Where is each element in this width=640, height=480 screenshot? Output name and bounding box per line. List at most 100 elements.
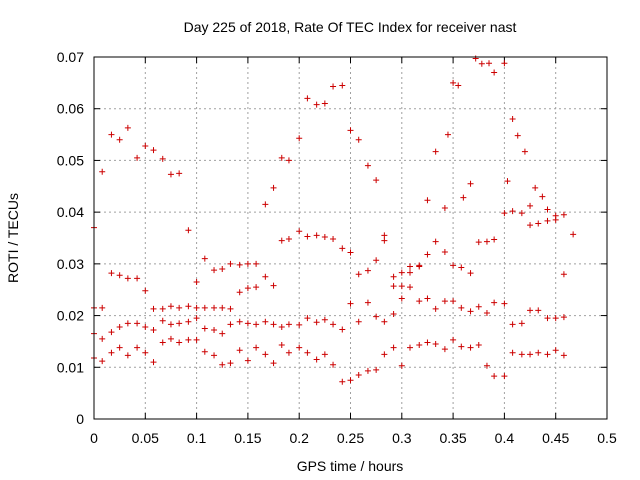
data-point	[501, 60, 508, 67]
x-tick-label: 0.3	[392, 430, 412, 446]
data-point	[355, 271, 362, 278]
data-point	[330, 361, 337, 368]
data-point	[176, 339, 183, 346]
x-tick-label: 0.2	[289, 430, 309, 446]
y-tick-label: 0.03	[57, 256, 84, 272]
data-point	[159, 155, 166, 162]
data-point	[244, 320, 251, 327]
y-tick-label: 0.06	[57, 101, 84, 117]
data-point	[236, 347, 243, 354]
data-point	[244, 357, 251, 364]
axis-ticks: 0 0.05 0.1 0.15 0.2 0.25 0.3 0.35 0.4 0.45 0.5 0 0.0…	[57, 49, 617, 446]
data-point	[227, 321, 234, 328]
y-tick-label: 0.04	[57, 204, 84, 220]
data-point	[514, 132, 521, 139]
data-point	[432, 148, 439, 155]
data-point	[407, 344, 414, 351]
data-point	[416, 342, 423, 349]
data-point	[211, 352, 218, 359]
data-point	[176, 170, 183, 177]
data-point	[321, 100, 328, 107]
data-points	[91, 55, 577, 385]
data-point	[108, 329, 115, 336]
data-point	[142, 349, 149, 356]
data-point	[398, 362, 405, 369]
data-point	[509, 208, 516, 215]
data-point	[407, 284, 414, 291]
data-point	[475, 342, 482, 349]
data-point	[296, 344, 303, 351]
data-point	[262, 201, 269, 208]
data-point	[108, 270, 115, 277]
data-point	[504, 178, 511, 185]
data-point	[398, 269, 405, 276]
data-point	[527, 202, 534, 209]
x-axis-label: GPS time / hours	[297, 458, 404, 474]
data-point	[450, 79, 457, 86]
data-point	[159, 339, 166, 346]
data-point	[219, 361, 226, 368]
data-point	[262, 351, 269, 358]
data-point	[108, 349, 115, 356]
data-point	[278, 237, 285, 244]
data-point	[467, 180, 474, 187]
data-point	[552, 347, 559, 354]
data-point	[236, 289, 243, 296]
data-point	[142, 287, 149, 294]
data-point	[460, 194, 467, 201]
data-point	[450, 298, 457, 305]
data-point	[407, 269, 414, 276]
y-tick-label: 0.05	[57, 152, 84, 168]
data-point	[458, 343, 465, 350]
data-point	[509, 116, 516, 123]
data-point	[355, 136, 362, 143]
data-point	[262, 273, 269, 280]
data-point	[424, 197, 431, 204]
data-point	[150, 147, 157, 154]
x-tick-label: 0.25	[337, 430, 364, 446]
data-point	[560, 314, 567, 321]
data-point	[167, 171, 174, 178]
data-point	[339, 245, 346, 252]
data-point	[201, 304, 208, 311]
data-point	[167, 303, 174, 310]
data-point	[373, 257, 380, 264]
data-point	[270, 282, 277, 289]
data-point	[483, 362, 490, 369]
data-point	[390, 273, 397, 280]
data-point	[535, 220, 542, 227]
data-point	[472, 55, 479, 62]
data-point	[364, 367, 371, 374]
data-point	[491, 373, 498, 380]
data-point	[219, 266, 226, 273]
data-point	[486, 60, 493, 67]
data-point	[527, 222, 534, 229]
data-point	[167, 335, 174, 342]
x-tick-label: 0.35	[439, 430, 466, 446]
x-tick-label: 0.5	[597, 430, 617, 446]
data-point	[270, 184, 277, 191]
data-point	[373, 313, 380, 320]
data-point	[99, 335, 106, 342]
data-point	[381, 318, 388, 325]
data-point	[518, 320, 525, 327]
data-point	[142, 142, 149, 149]
data-point	[398, 283, 405, 290]
data-point	[491, 236, 498, 243]
data-point	[116, 323, 123, 330]
data-point	[407, 263, 414, 270]
data-point	[236, 261, 243, 268]
data-point	[201, 255, 208, 262]
data-point	[450, 336, 457, 343]
data-point	[296, 321, 303, 328]
data-point	[535, 307, 542, 314]
data-point	[227, 305, 234, 312]
data-point	[211, 267, 218, 274]
data-point	[99, 304, 106, 311]
data-point	[455, 82, 462, 89]
data-point	[475, 303, 482, 310]
data-point	[296, 135, 303, 142]
data-point	[201, 348, 208, 355]
data-point	[432, 341, 439, 348]
data-point	[285, 236, 292, 243]
